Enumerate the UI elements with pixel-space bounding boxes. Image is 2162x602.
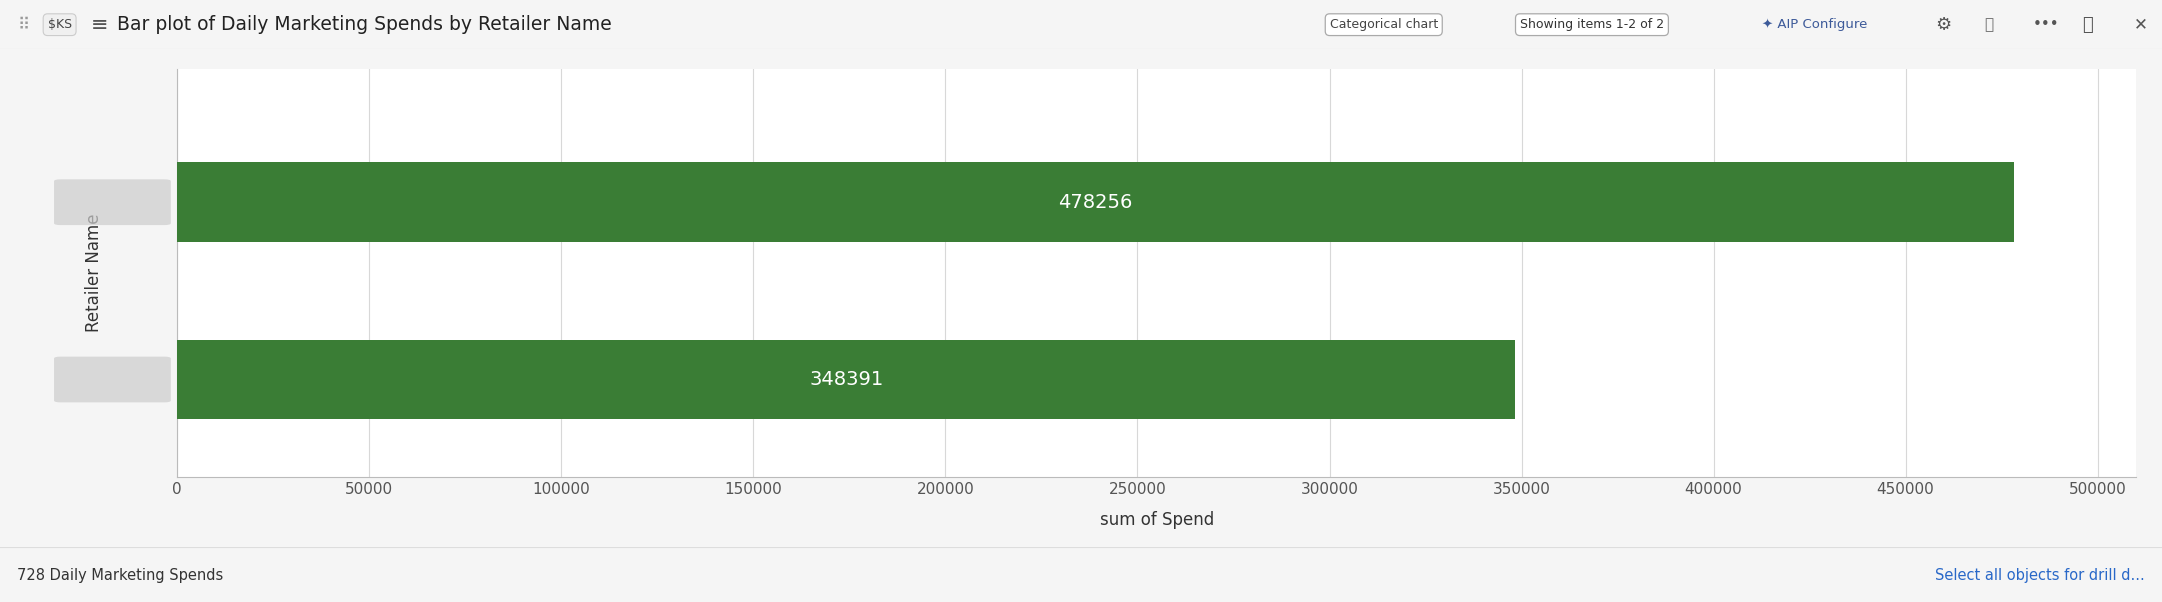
Text: ⚙: ⚙ xyxy=(1935,16,1950,34)
Bar xyxy=(177,340,1516,420)
Text: 478256: 478256 xyxy=(1059,193,1133,212)
X-axis label: sum of Spend: sum of Spend xyxy=(1100,510,1213,529)
Text: ⠿: ⠿ xyxy=(17,16,30,34)
Text: 348391: 348391 xyxy=(809,370,884,389)
Text: ✕: ✕ xyxy=(2134,16,2147,34)
Text: Select all objects for drill d...: Select all objects for drill d... xyxy=(1935,568,2145,583)
Text: Bar plot of Daily Marketing Spends by Retailer Name: Bar plot of Daily Marketing Spends by Re… xyxy=(117,15,612,34)
Text: •••: ••• xyxy=(2032,17,2058,32)
Y-axis label: Retailer Name: Retailer Name xyxy=(84,214,104,332)
Text: ⬜: ⬜ xyxy=(1985,17,1993,32)
Text: Showing items 1-2 of 2: Showing items 1-2 of 2 xyxy=(1520,18,1665,31)
Text: ⤢: ⤢ xyxy=(2082,16,2093,34)
Text: ✦ AIP Configure: ✦ AIP Configure xyxy=(1762,18,1868,31)
Bar xyxy=(177,163,2015,242)
Text: $KS: $KS xyxy=(48,18,71,31)
Text: 728 Daily Marketing Spends: 728 Daily Marketing Spends xyxy=(17,568,223,583)
Text: Categorical chart: Categorical chart xyxy=(1330,18,1438,31)
Text: ≡: ≡ xyxy=(91,14,108,35)
